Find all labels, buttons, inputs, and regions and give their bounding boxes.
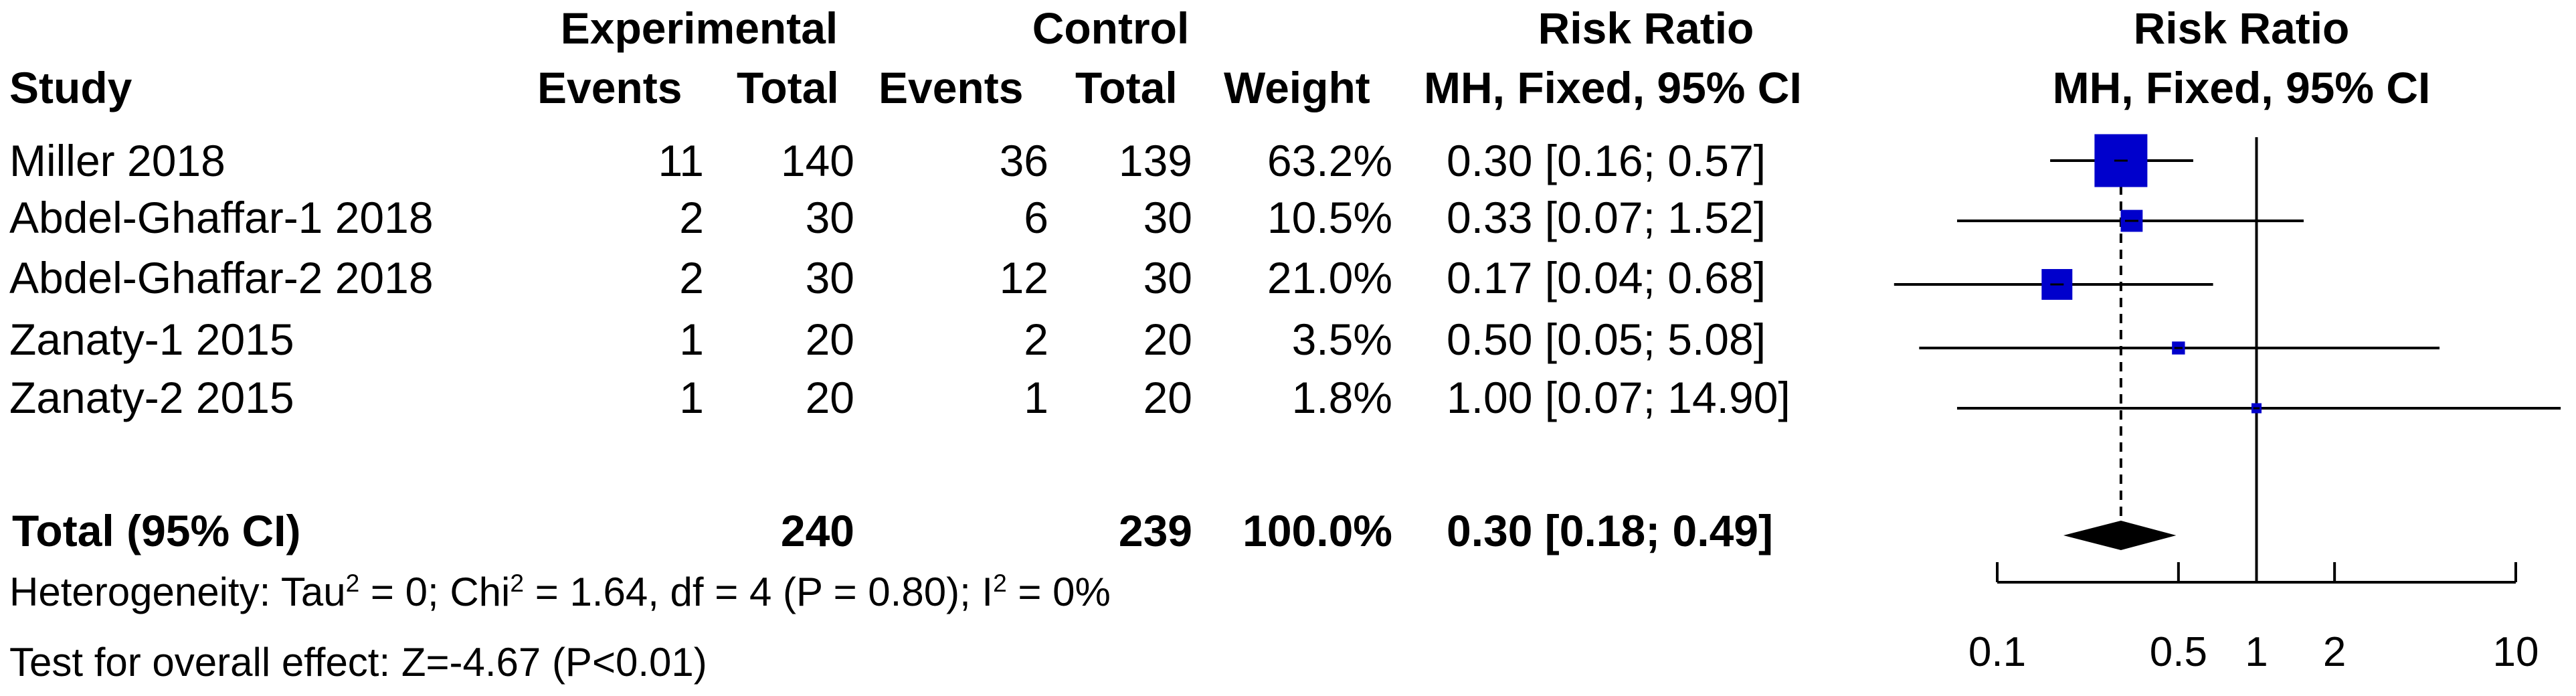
header-ctrl-total: Total bbox=[1075, 63, 1178, 112]
ctrl-events: 12 bbox=[999, 253, 1048, 302]
study-name: Zanaty-1 2015 bbox=[9, 315, 294, 364]
weight-value: 1.8% bbox=[1291, 373, 1392, 422]
ctrl-events: 2 bbox=[1024, 315, 1048, 364]
ci-text: 0.17 [0.04; 0.68] bbox=[1447, 253, 1766, 302]
exp-events: 11 bbox=[658, 136, 704, 185]
ctrl-events: 6 bbox=[1024, 193, 1048, 242]
total-weight: 100.0% bbox=[1243, 506, 1392, 555]
ctrl-total: 20 bbox=[1143, 373, 1192, 422]
exp-events: 2 bbox=[679, 193, 704, 242]
exp-events: 1 bbox=[679, 315, 704, 364]
exp-total: 140 bbox=[780, 136, 854, 185]
exp-total: 30 bbox=[805, 193, 854, 242]
ctrl-events: 1 bbox=[1024, 373, 1048, 422]
study-name: Abdel-Ghaffar-1 2018 bbox=[9, 193, 434, 242]
exp-total: 20 bbox=[805, 373, 854, 422]
header-exp-events: Events bbox=[537, 63, 682, 112]
heterogeneity-text: Heterogeneity: Tau2 = 0; Chi2 = 1.64, df… bbox=[9, 569, 1111, 614]
study-name: Zanaty-2 2015 bbox=[9, 373, 294, 422]
header-experimental: Experimental bbox=[560, 3, 838, 53]
header-weight: Weight bbox=[1224, 63, 1370, 112]
plot-method: MH, Fixed, 95% CI bbox=[2052, 63, 2431, 112]
exp-total: 20 bbox=[805, 315, 854, 364]
header-control: Control bbox=[1032, 3, 1190, 53]
x-tick-label: 10 bbox=[2493, 629, 2539, 675]
x-tick-label: 2 bbox=[2323, 629, 2346, 675]
ctrl-total: 20 bbox=[1143, 315, 1192, 364]
weight-value: 21.0% bbox=[1267, 253, 1392, 302]
x-tick-label: 0.5 bbox=[2150, 629, 2207, 675]
ci-text: 0.30 [0.16; 0.57] bbox=[1447, 136, 1766, 185]
ci-text: 0.33 [0.07; 1.52] bbox=[1447, 193, 1766, 242]
pooled-diamond bbox=[2063, 521, 2177, 550]
ctrl-total: 139 bbox=[1118, 136, 1192, 185]
exp-events: 1 bbox=[679, 373, 704, 422]
total-ctrl-total: 239 bbox=[1118, 506, 1192, 555]
total-exp-total: 240 bbox=[780, 506, 854, 555]
plot-title: Risk Ratio bbox=[2133, 3, 2350, 53]
weight-value: 63.2% bbox=[1267, 136, 1392, 185]
exp-events: 2 bbox=[679, 253, 704, 302]
header-ctrl-events: Events bbox=[879, 63, 1024, 112]
weight-value: 10.5% bbox=[1267, 193, 1392, 242]
total-label: Total (95% CI) bbox=[12, 506, 301, 555]
ctrl-events: 36 bbox=[999, 136, 1048, 185]
ci-text: 0.50 [0.05; 5.08] bbox=[1447, 315, 1766, 364]
exp-total: 30 bbox=[805, 253, 854, 302]
header-exp-total: Total bbox=[737, 63, 839, 112]
header-method: MH, Fixed, 95% CI bbox=[1424, 63, 1802, 112]
study-name: Miller 2018 bbox=[9, 136, 225, 185]
total-ci-text: 0.30 [0.18; 0.49] bbox=[1447, 506, 1773, 555]
ctrl-total: 30 bbox=[1143, 253, 1192, 302]
weight-value: 3.5% bbox=[1291, 315, 1392, 364]
header-study: Study bbox=[9, 63, 132, 112]
header-risk-ratio: Risk Ratio bbox=[1538, 3, 1754, 53]
x-tick-label: 1 bbox=[2245, 629, 2268, 675]
study-name: Abdel-Ghaffar-2 2018 bbox=[9, 253, 434, 302]
x-tick-label: 0.1 bbox=[1968, 629, 2026, 675]
ci-text: 1.00 [0.07; 14.90] bbox=[1447, 373, 1790, 422]
ctrl-total: 30 bbox=[1143, 193, 1192, 242]
overall-effect-text: Test for overall effect: Z=-4.67 (P<0.01… bbox=[9, 640, 707, 685]
